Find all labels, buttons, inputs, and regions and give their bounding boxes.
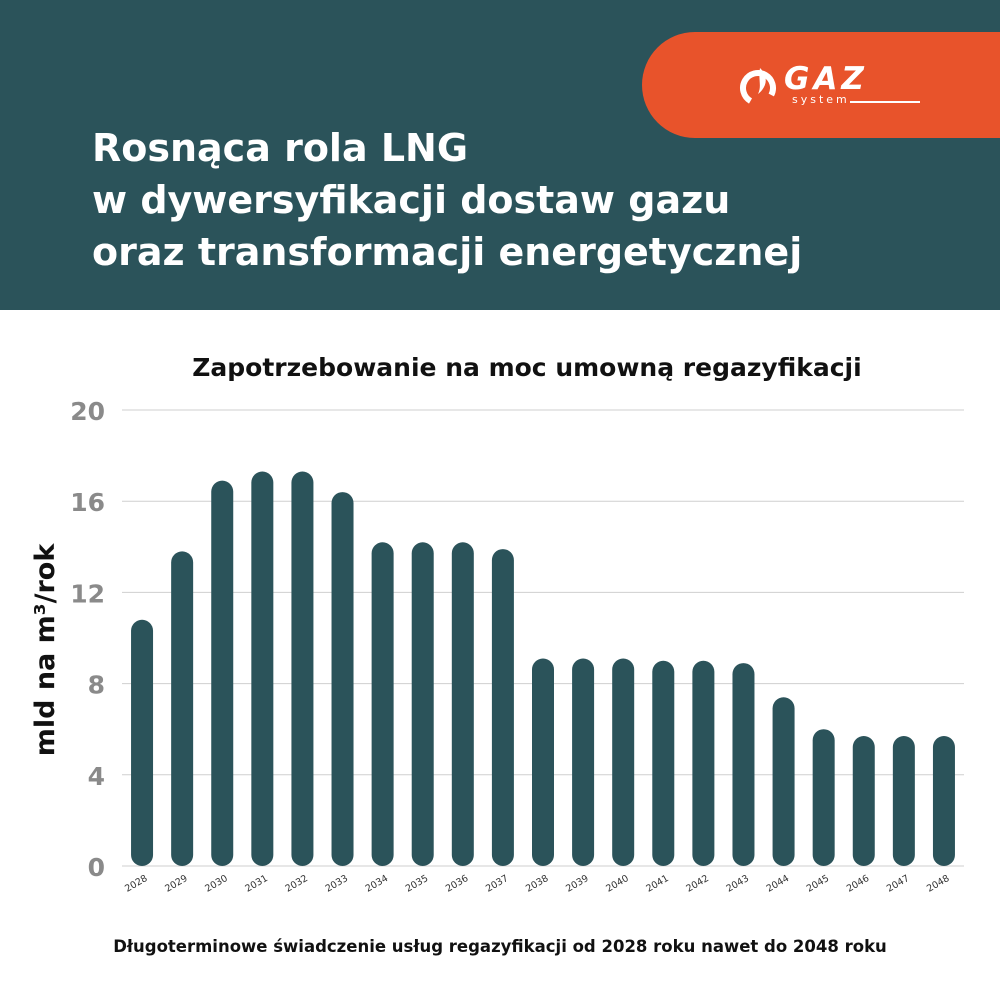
bar-2034 xyxy=(371,542,394,866)
bar-2044 xyxy=(772,697,795,866)
x-tick-label: 2043 xyxy=(725,873,751,895)
x-tick-label: 2047 xyxy=(885,873,911,895)
bar-2048 xyxy=(932,736,955,866)
bar-2031 xyxy=(251,471,274,866)
header-banner: GAZ system Rosnąca rola LNG w dywersyfik… xyxy=(0,0,1000,310)
logo-pill xyxy=(642,32,1000,138)
bar-2039 xyxy=(572,658,595,866)
x-tick-label: 2029 xyxy=(163,873,189,895)
x-tick-label: 2038 xyxy=(524,873,550,895)
page-title: Rosnąca rola LNG w dywersyfikacji dostaw… xyxy=(92,122,802,278)
x-tick-label: 2036 xyxy=(444,873,470,895)
x-tick-label: 2034 xyxy=(364,873,390,895)
y-tick-label: 8 xyxy=(88,671,105,700)
title-line-3: oraz transformacji energetycznej xyxy=(92,230,803,274)
bar-2038 xyxy=(532,658,554,866)
logo-underline xyxy=(850,101,920,103)
y-tick-label: 0 xyxy=(88,853,105,882)
x-tick-label: 2039 xyxy=(564,873,590,895)
bar-2032 xyxy=(291,471,314,866)
title-line-2: w dywersyfikacji dostaw gazu xyxy=(92,178,731,222)
bar-2028 xyxy=(131,619,154,866)
x-tick-label: 2035 xyxy=(404,873,430,895)
bar-2042 xyxy=(692,660,715,866)
gaz-system-logo: GAZ system xyxy=(738,61,928,110)
y-tick-label: 16 xyxy=(70,488,105,517)
y-axis-label: mld na m³/rok xyxy=(30,543,61,757)
bar-2040 xyxy=(612,658,635,866)
footer-note: Długoterminowe świadczenie usług regazyf… xyxy=(113,937,887,956)
x-tick-label: 2033 xyxy=(324,873,350,895)
bar-2033 xyxy=(331,492,354,866)
bar-2045 xyxy=(812,729,835,866)
bar-chart: 0 4 8 12 16 20 mld na m³/rok 2028 2029 2030 2031 20… xyxy=(30,397,964,895)
x-tick-label: 2046 xyxy=(845,873,871,895)
bar-2046 xyxy=(852,736,875,866)
y-tick-label: 20 xyxy=(70,397,105,426)
x-tick-label: 2041 xyxy=(644,873,670,895)
chart-title: Zapotrzebowanie na moc umowną regazyfika… xyxy=(192,353,862,382)
bar-2047 xyxy=(892,736,915,866)
y-tick-label: 12 xyxy=(70,579,105,608)
bar-2037 xyxy=(491,549,514,866)
x-tick-label: 2028 xyxy=(123,873,149,895)
logo-subtext: system xyxy=(792,93,850,106)
y-tick-label: 4 xyxy=(88,762,105,791)
x-tick-label: 2044 xyxy=(765,873,791,895)
bar-2029 xyxy=(171,551,194,866)
logo-wordmark: GAZ xyxy=(784,61,868,97)
title-line-1: Rosnąca rola LNG xyxy=(92,126,469,170)
x-tick-label: 2048 xyxy=(925,873,951,895)
bar-2041 xyxy=(652,660,675,866)
bar-2043 xyxy=(732,663,755,866)
bar-2036 xyxy=(451,542,474,866)
x-tick-label: 2032 xyxy=(283,873,309,895)
x-tick-label: 2037 xyxy=(484,873,510,895)
x-tick-label: 2030 xyxy=(203,873,229,895)
flame-icon xyxy=(740,68,776,106)
x-tick-label: 2042 xyxy=(684,873,710,895)
x-tick-label: 2040 xyxy=(604,873,630,895)
x-tick-label: 2045 xyxy=(805,873,831,895)
bar-2030 xyxy=(211,480,234,866)
bar-2035 xyxy=(411,542,434,866)
x-tick-label: 2031 xyxy=(243,873,269,895)
